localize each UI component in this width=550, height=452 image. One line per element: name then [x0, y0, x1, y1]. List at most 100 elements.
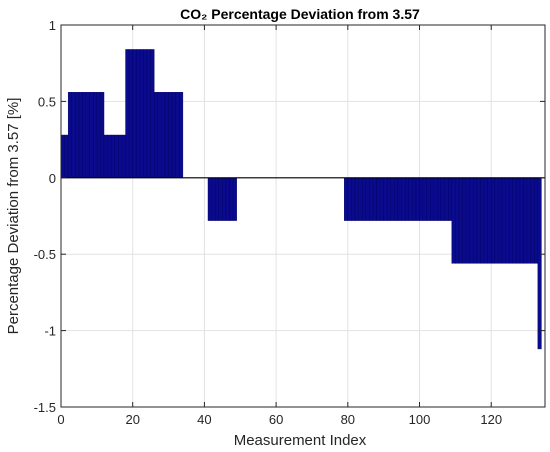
bar — [154, 92, 158, 179]
bar — [175, 92, 180, 179]
bar — [60, 134, 65, 179]
bar — [530, 177, 535, 264]
bar — [146, 49, 151, 179]
bar — [150, 49, 155, 179]
bar — [430, 177, 435, 221]
x-tick-label: 80 — [341, 412, 355, 427]
bar — [354, 177, 359, 221]
bar — [222, 177, 227, 221]
bar — [469, 177, 474, 264]
bar — [523, 177, 528, 264]
x-tick-label: 20 — [125, 412, 139, 427]
bar — [505, 177, 510, 264]
bar — [473, 177, 478, 264]
bar — [179, 92, 184, 179]
bar — [426, 177, 431, 221]
bar — [372, 177, 377, 221]
bar — [347, 177, 352, 221]
bar — [103, 134, 108, 179]
bar — [211, 177, 216, 221]
bar — [387, 177, 392, 221]
bar — [376, 177, 381, 221]
bar-series — [60, 49, 542, 350]
bar — [379, 177, 384, 221]
y-tick-label: -1.5 — [34, 400, 56, 415]
bar — [433, 177, 438, 221]
x-tick-label: 0 — [57, 412, 64, 427]
bar — [422, 177, 427, 221]
x-tick-label: 40 — [197, 412, 211, 427]
x-axis-label: Measurement Index — [234, 432, 367, 449]
bar — [143, 49, 148, 179]
x-tick-label: 100 — [409, 412, 431, 427]
x-axis: 0 20 40 60 80 100 120 — [57, 25, 502, 427]
bar — [437, 177, 442, 221]
bar — [207, 177, 212, 221]
y-tick-label: 0.5 — [38, 94, 56, 109]
bar — [383, 177, 388, 221]
bar — [415, 177, 420, 221]
bar — [462, 177, 467, 264]
x-tick-label: 60 — [269, 412, 283, 427]
bar — [351, 177, 356, 221]
bar — [110, 134, 115, 179]
bar — [89, 92, 94, 179]
bar — [537, 177, 542, 350]
bar — [218, 177, 223, 221]
bar — [361, 177, 366, 221]
bar — [118, 134, 123, 179]
bar — [491, 177, 496, 264]
bar — [132, 49, 137, 179]
bar — [487, 177, 492, 264]
bar — [107, 134, 112, 179]
bar — [534, 177, 539, 264]
bar — [157, 92, 162, 179]
bar — [365, 177, 370, 221]
bar — [232, 177, 237, 221]
bar — [397, 177, 402, 221]
bar — [465, 177, 470, 264]
y-axis: -1.5 -1 -0.5 0 0.5 1 — [34, 18, 545, 415]
bar — [128, 49, 133, 179]
bar — [508, 177, 513, 264]
bar — [440, 177, 445, 221]
bar — [483, 177, 488, 264]
bar — [444, 177, 449, 221]
bar — [498, 177, 503, 264]
bar — [394, 177, 399, 221]
y-tick-label: -0.5 — [34, 247, 56, 262]
bar — [455, 177, 460, 264]
bar — [214, 177, 219, 221]
bar — [171, 92, 176, 179]
bar — [96, 92, 101, 179]
bar — [67, 92, 72, 179]
bar — [71, 92, 76, 179]
x-tick-label: 120 — [480, 412, 502, 427]
bar — [451, 177, 456, 264]
bar — [476, 177, 481, 264]
bar — [501, 177, 506, 264]
y-tick-label: 1 — [49, 18, 56, 33]
chart-title: CO₂ Percentage Deviation from 3.57 — [180, 6, 420, 22]
bar — [408, 177, 413, 221]
bar — [344, 177, 349, 221]
bar — [114, 134, 119, 179]
bar — [125, 49, 130, 179]
bar — [448, 177, 452, 221]
bar — [519, 177, 524, 264]
bar — [121, 134, 126, 179]
bar — [412, 177, 417, 221]
bar — [480, 177, 485, 264]
bar — [225, 177, 230, 221]
bar — [161, 92, 166, 179]
bar — [75, 92, 80, 179]
y-axis-label: Percentage Deviation from 3.57 [%] — [5, 98, 22, 335]
bar — [85, 92, 90, 179]
bar — [516, 177, 521, 264]
bar — [100, 92, 105, 179]
bar — [136, 49, 141, 179]
y-tick-label: -1 — [44, 324, 56, 339]
bar — [358, 177, 363, 221]
bar — [419, 177, 424, 221]
